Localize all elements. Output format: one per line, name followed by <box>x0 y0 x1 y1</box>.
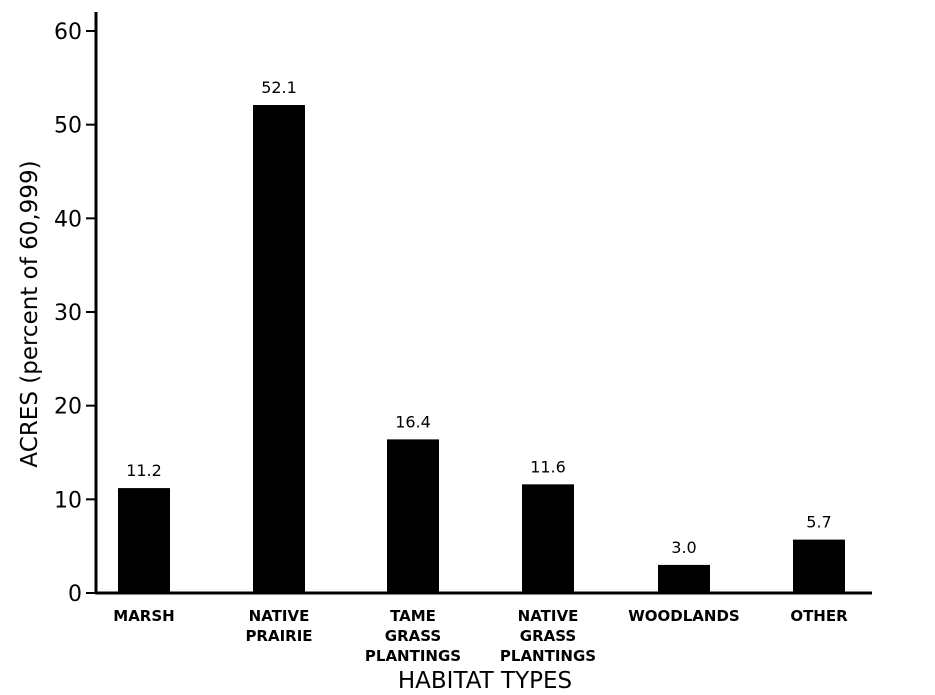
data-label: 11.2 <box>126 461 162 480</box>
y-tick-label: 50 <box>54 114 82 139</box>
data-label: 52.1 <box>261 78 297 97</box>
bar <box>658 564 710 593</box>
value-labels: 11.2 52.1 16.4 11.6 3.0 5.7 <box>126 78 832 557</box>
x-tick-label: TAME GRASS PLANTINGS <box>365 607 461 665</box>
category-labels: MARSH NATIVE PRAIRIE TAME GRASS PLANTINGS NATI… <box>113 607 848 665</box>
y-tick-label: 40 <box>54 207 82 232</box>
y-tick-label: 0 <box>68 582 82 607</box>
data-label: 16.4 <box>395 412 431 431</box>
y-axis-ticks: 0 10 20 30 40 50 60 <box>54 20 96 607</box>
data-label: 11.6 <box>530 457 566 476</box>
y-tick-label: 10 <box>54 488 82 513</box>
y-tick-label: 30 <box>54 301 82 326</box>
bar <box>253 104 305 593</box>
bar <box>387 439 439 593</box>
bar <box>522 484 574 593</box>
x-axis-title: HABITAT TYPES <box>398 668 572 694</box>
data-label: 3.0 <box>671 538 696 557</box>
bar <box>793 539 845 593</box>
x-tick-label: NATIVE GRASS PLANTINGS <box>500 607 596 665</box>
y-tick-label: 60 <box>54 20 82 45</box>
bar <box>118 488 170 593</box>
bars <box>118 104 845 593</box>
x-tick-label: NATIVE PRAIRIE <box>245 607 312 645</box>
y-tick-label: 20 <box>54 395 82 420</box>
y-axis-title: ACRES (percent of 60,999) <box>17 160 43 467</box>
x-tick-label: WOODLANDS <box>628 607 739 625</box>
x-tick-label: OTHER <box>790 607 848 625</box>
x-tick-label: MARSH <box>113 607 174 625</box>
data-label: 5.7 <box>806 513 831 532</box>
